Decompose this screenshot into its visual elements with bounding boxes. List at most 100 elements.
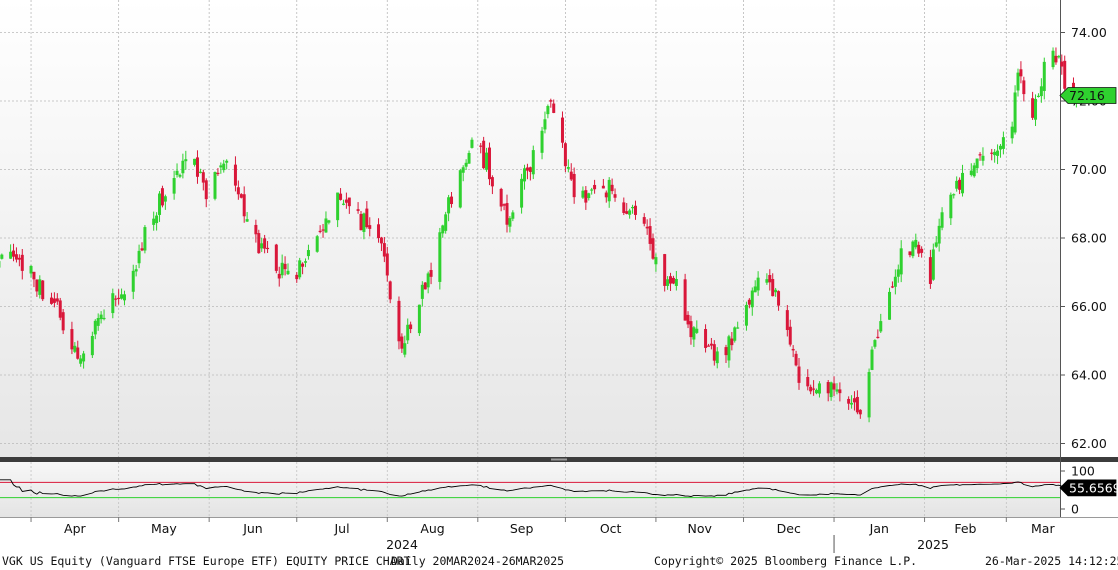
up-candle (899, 240, 903, 283)
down-candle (663, 253, 667, 292)
candle-body (785, 310, 789, 331)
candle-body (1019, 69, 1023, 77)
candle-body (765, 279, 769, 283)
candle-body (581, 190, 585, 198)
candle-body (117, 297, 121, 300)
candle-body (172, 178, 176, 194)
down-candle (41, 280, 45, 302)
up-candle (152, 211, 156, 231)
candle-body (14, 254, 18, 260)
up-candle (219, 162, 223, 174)
down-candle (263, 234, 267, 254)
up-candle (181, 153, 185, 179)
candle-body (727, 336, 731, 361)
up-candle (225, 159, 229, 170)
candle-body (838, 389, 842, 394)
candle-body (35, 279, 39, 292)
candle-body (388, 281, 392, 300)
candle-body (298, 260, 302, 278)
candle-body (812, 388, 816, 390)
up-candle (744, 301, 748, 331)
candle-body (858, 409, 862, 415)
candle-body (274, 244, 278, 271)
down-candle (549, 98, 553, 108)
down-candle (318, 225, 322, 234)
candle-body (420, 284, 424, 299)
candle-body (1010, 126, 1014, 139)
candle-body (852, 398, 856, 403)
up-candle (765, 273, 769, 285)
up-candle (245, 212, 249, 222)
candle-body (569, 171, 573, 180)
down-candle (14, 247, 18, 263)
candle-body (315, 236, 319, 252)
down-candle (671, 275, 675, 285)
down-candle (382, 237, 386, 263)
candle-body (750, 290, 754, 308)
candle-body (809, 386, 813, 392)
down-candle (201, 169, 205, 191)
candle-body (114, 298, 118, 300)
up-candle (467, 150, 471, 164)
candle-body (479, 145, 483, 147)
up-candle (120, 288, 124, 300)
year-label: 2024 (386, 537, 418, 552)
price-tick-label: 66.00 (1071, 299, 1107, 314)
down-candle (613, 188, 617, 202)
candle-body (277, 273, 281, 279)
up-candle (523, 164, 527, 190)
up-candle (96, 313, 100, 331)
candle-body (1051, 50, 1055, 68)
candle-body (601, 185, 605, 189)
up-candle (175, 163, 179, 178)
down-candle (610, 178, 614, 195)
up-candle (178, 173, 182, 179)
up-candle (1051, 47, 1055, 70)
rsi-panel-background (0, 462, 1060, 517)
down-candle (683, 273, 687, 321)
up-candle (458, 168, 462, 209)
chart-footer: VGK US Equity (Vanguard FTSE Europe ETF)… (0, 553, 1118, 570)
down-candle (686, 311, 690, 329)
down-candle (847, 396, 851, 410)
month-label: Jul (333, 521, 349, 536)
candle-body (263, 238, 267, 249)
up-candle (438, 227, 442, 290)
candle-body (17, 257, 21, 260)
candle-body (628, 210, 632, 215)
candle-body (1057, 56, 1061, 58)
up-candle (631, 204, 635, 214)
candle-body (969, 170, 973, 175)
candle-body (631, 206, 635, 209)
candle-body (937, 225, 941, 244)
candle-body (438, 232, 442, 282)
up-candle (934, 236, 938, 248)
down-candle (487, 142, 491, 186)
candle-body (540, 130, 544, 153)
candle-body (674, 278, 678, 286)
down-candle (920, 246, 924, 258)
last-price-marker (1059, 87, 1117, 104)
candle-body (610, 184, 614, 192)
down-candle (791, 345, 795, 358)
up-candle (131, 264, 135, 300)
candle-body (1016, 72, 1020, 91)
up-candle (341, 199, 345, 206)
up-candle (914, 233, 918, 250)
candle-body (82, 353, 86, 362)
down-candle (242, 186, 246, 223)
up-candle (1034, 94, 1038, 127)
candle-body (654, 257, 658, 265)
candle-body (450, 196, 454, 205)
down-candle (855, 390, 859, 415)
down-candle (1031, 91, 1035, 120)
down-candle (236, 180, 240, 200)
up-candle (403, 335, 407, 358)
candle-body (426, 273, 430, 288)
up-candle (82, 350, 86, 369)
up-candle (835, 383, 839, 395)
down-candle (917, 241, 921, 258)
down-candle (809, 384, 813, 395)
up-candle (867, 368, 871, 423)
candle-body (1022, 80, 1026, 95)
